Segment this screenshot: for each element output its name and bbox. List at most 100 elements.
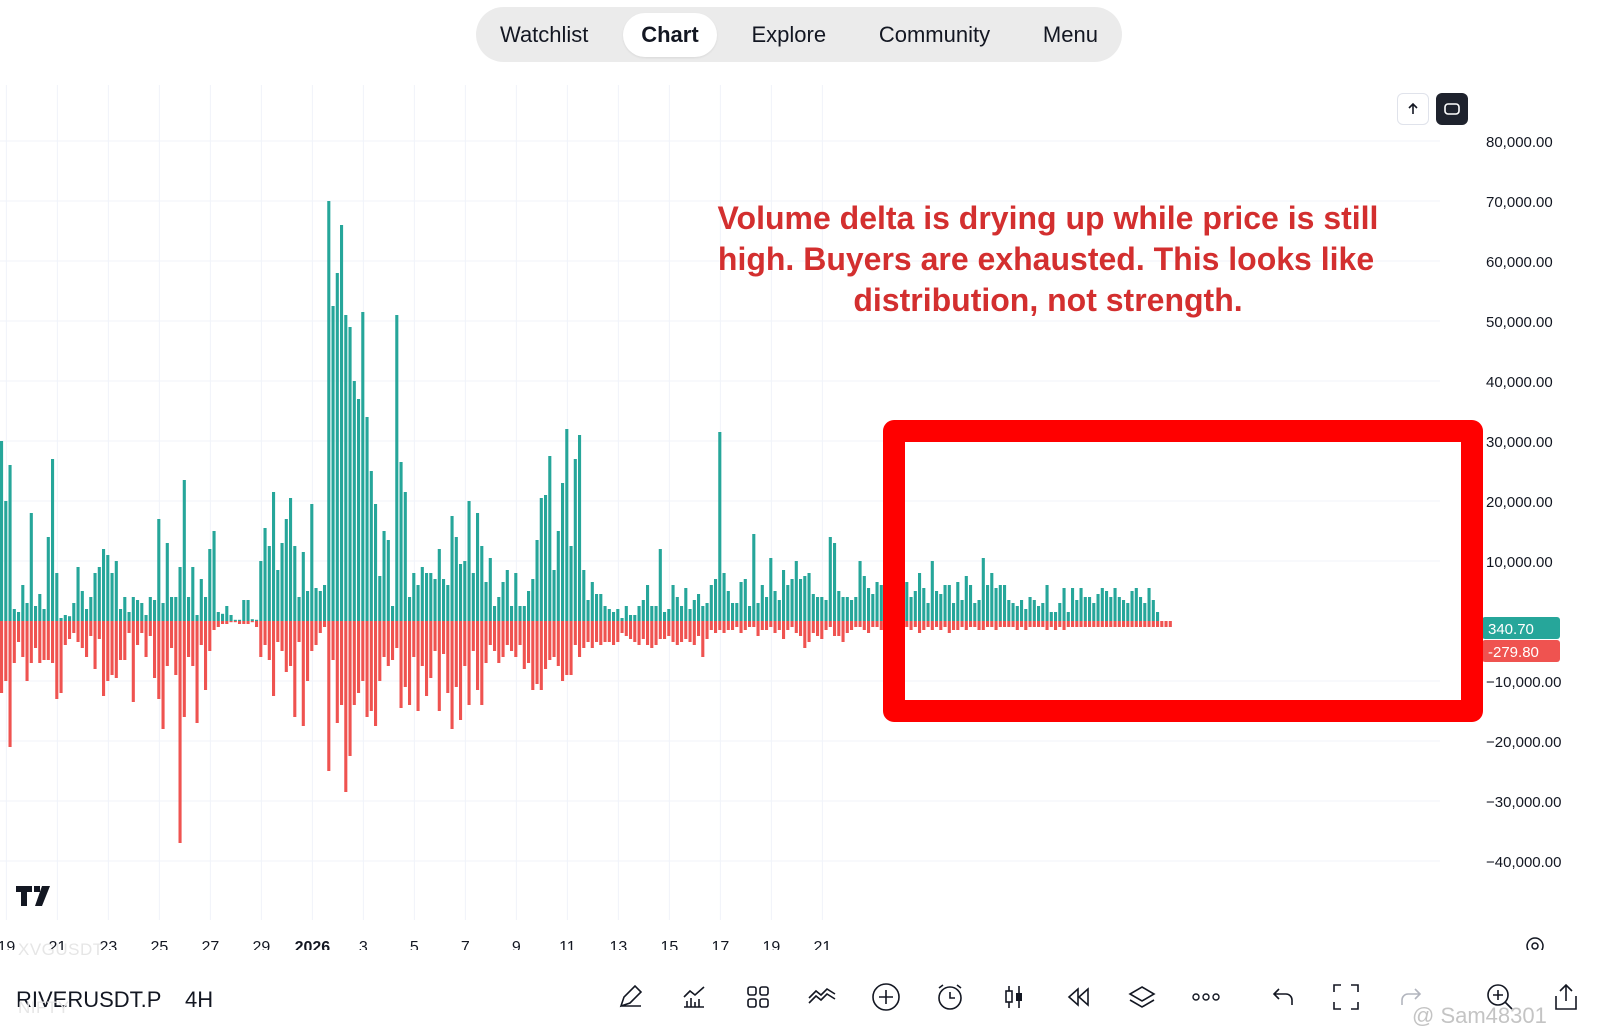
sell-volume-bar (578, 621, 582, 657)
pencil-icon[interactable] (610, 977, 650, 1017)
buy-volume-bar (1147, 588, 1151, 621)
fullscreen-icon[interactable] (1326, 977, 1366, 1017)
buy-volume-bar (969, 585, 973, 621)
nav-tab-explore[interactable]: Explore (751, 21, 827, 47)
sell-volume-bar (1122, 621, 1126, 627)
zoom-in-icon[interactable] (1480, 977, 1520, 1017)
sell-volume-bar (867, 621, 871, 633)
sell-volume-bar (318, 621, 322, 633)
redo-icon[interactable] (1390, 977, 1430, 1017)
buy-volume-bar (463, 561, 467, 621)
buy-volume-bar (21, 585, 25, 621)
sell-volume-bar (420, 621, 424, 666)
x-tick-label: 11 (559, 939, 576, 950)
buy-volume-bar (799, 579, 803, 621)
sell-volume-bar (816, 621, 820, 636)
plus-circle-icon[interactable] (866, 977, 906, 1017)
y-tick-label: −10,000.00 (1486, 674, 1562, 691)
sell-volume-bar (170, 621, 174, 648)
nav-tab-watchlist[interactable]: Watchlist (500, 21, 589, 47)
buy-volume-bar (820, 597, 824, 621)
sell-volume-bar (348, 621, 352, 756)
candles-icon[interactable] (994, 977, 1034, 1017)
buy-volume-bar (803, 576, 807, 621)
timeframe-selector[interactable]: 4H (185, 987, 214, 1012)
reset-scale-button[interactable] (1436, 93, 1468, 125)
buy-volume-bar (140, 603, 144, 621)
sell-volume-bar (382, 621, 386, 657)
nav-tab-menu[interactable]: Menu (1042, 21, 1098, 47)
sell-volume-bar (182, 621, 186, 717)
buy-volume-bar (420, 567, 424, 621)
sell-volume-bar (216, 621, 220, 627)
x-tick-label: 19 (0, 939, 15, 950)
sell-volume-bar (1168, 621, 1172, 627)
buy-volume-bar (187, 597, 191, 621)
settings-icon[interactable] (1526, 937, 1544, 950)
replay-icon[interactable] (1058, 977, 1098, 1017)
sell-volume-bar (875, 621, 879, 627)
sell-volume-bar (12, 621, 16, 663)
buy-volume-bar (752, 534, 756, 621)
buy-volume-bar (544, 495, 548, 621)
sell-volume-bar (1096, 621, 1100, 627)
buy-volume-bar (437, 549, 441, 621)
sell-volume-bar (412, 621, 416, 657)
buy-volume-bar (833, 543, 837, 621)
sell-volume-bar (782, 621, 786, 639)
buy-volume-bar (318, 591, 322, 621)
nav-tab-chart[interactable]: Chart (623, 12, 717, 57)
sell-volume-bar (939, 621, 943, 630)
buy-volume-bar (650, 606, 654, 621)
arrow-up-icon (1408, 102, 1418, 114)
annotation-line: Volume delta is drying up while price is… (718, 200, 1379, 236)
sell-volume-bar (433, 621, 437, 651)
buy-volume-bar (641, 600, 645, 621)
undo-icon[interactable] (1264, 977, 1304, 1017)
sell-volume-bar (565, 621, 569, 675)
sell-volume-bar (1160, 621, 1164, 627)
buy-volume-bar (1003, 585, 1007, 621)
buy-volume-bar (314, 588, 318, 621)
strategy-icon[interactable] (802, 977, 842, 1017)
more-icon[interactable] (1186, 977, 1226, 1017)
sell-volume-bar (476, 621, 480, 690)
buy-volume-bar (1151, 600, 1155, 621)
buy-volume-bar (1092, 603, 1096, 621)
buy-volume-bar (97, 567, 101, 621)
grid-icon[interactable] (738, 977, 778, 1017)
sell-volume-bar (964, 621, 968, 630)
sell-volume-bar (8, 621, 12, 747)
sell-volume-bar (297, 621, 301, 642)
buy-volume-bar (153, 600, 157, 621)
buy-volume-bar (497, 597, 501, 621)
symbol-name[interactable]: RIVERUSDT.P (16, 987, 162, 1012)
buy-volume-bar (539, 498, 543, 621)
sell-volume-bar (76, 621, 80, 642)
buy-volume-bar (828, 537, 832, 621)
sell-volume-bar (1134, 621, 1138, 627)
buy-volume-bar (990, 573, 994, 621)
nav-tab-community[interactable]: Community (878, 21, 991, 47)
indicators-icon[interactable] (674, 977, 714, 1017)
sell-volume-bar (913, 621, 917, 627)
sell-volume-bar (573, 621, 577, 645)
alarm-icon[interactable] (930, 977, 970, 1017)
buy-volume-bar (442, 579, 446, 621)
buy-volume-bar (714, 579, 718, 621)
buy-volume-bar (769, 558, 773, 621)
sell-volume-bar (765, 621, 769, 630)
layers-icon[interactable] (1122, 977, 1162, 1017)
volume-delta-chart[interactable]: 80,000.00 70,000.00 60,000.00 50,000.00 40,0… (0, 0, 1600, 950)
share-icon[interactable] (1546, 977, 1586, 1017)
buy-volume-bar (102, 549, 106, 621)
sell-volume-bar (773, 621, 777, 633)
scroll-up-button[interactable] (1397, 93, 1429, 125)
sell-volume-bar (952, 621, 956, 630)
sell-volume-bar (344, 621, 348, 792)
sell-volume-bar (858, 621, 862, 627)
buy-volume-bar (454, 537, 458, 621)
buy-volume-bar (816, 597, 820, 621)
sell-volume-bar (68, 621, 72, 639)
sell-volume-bar (259, 621, 263, 657)
